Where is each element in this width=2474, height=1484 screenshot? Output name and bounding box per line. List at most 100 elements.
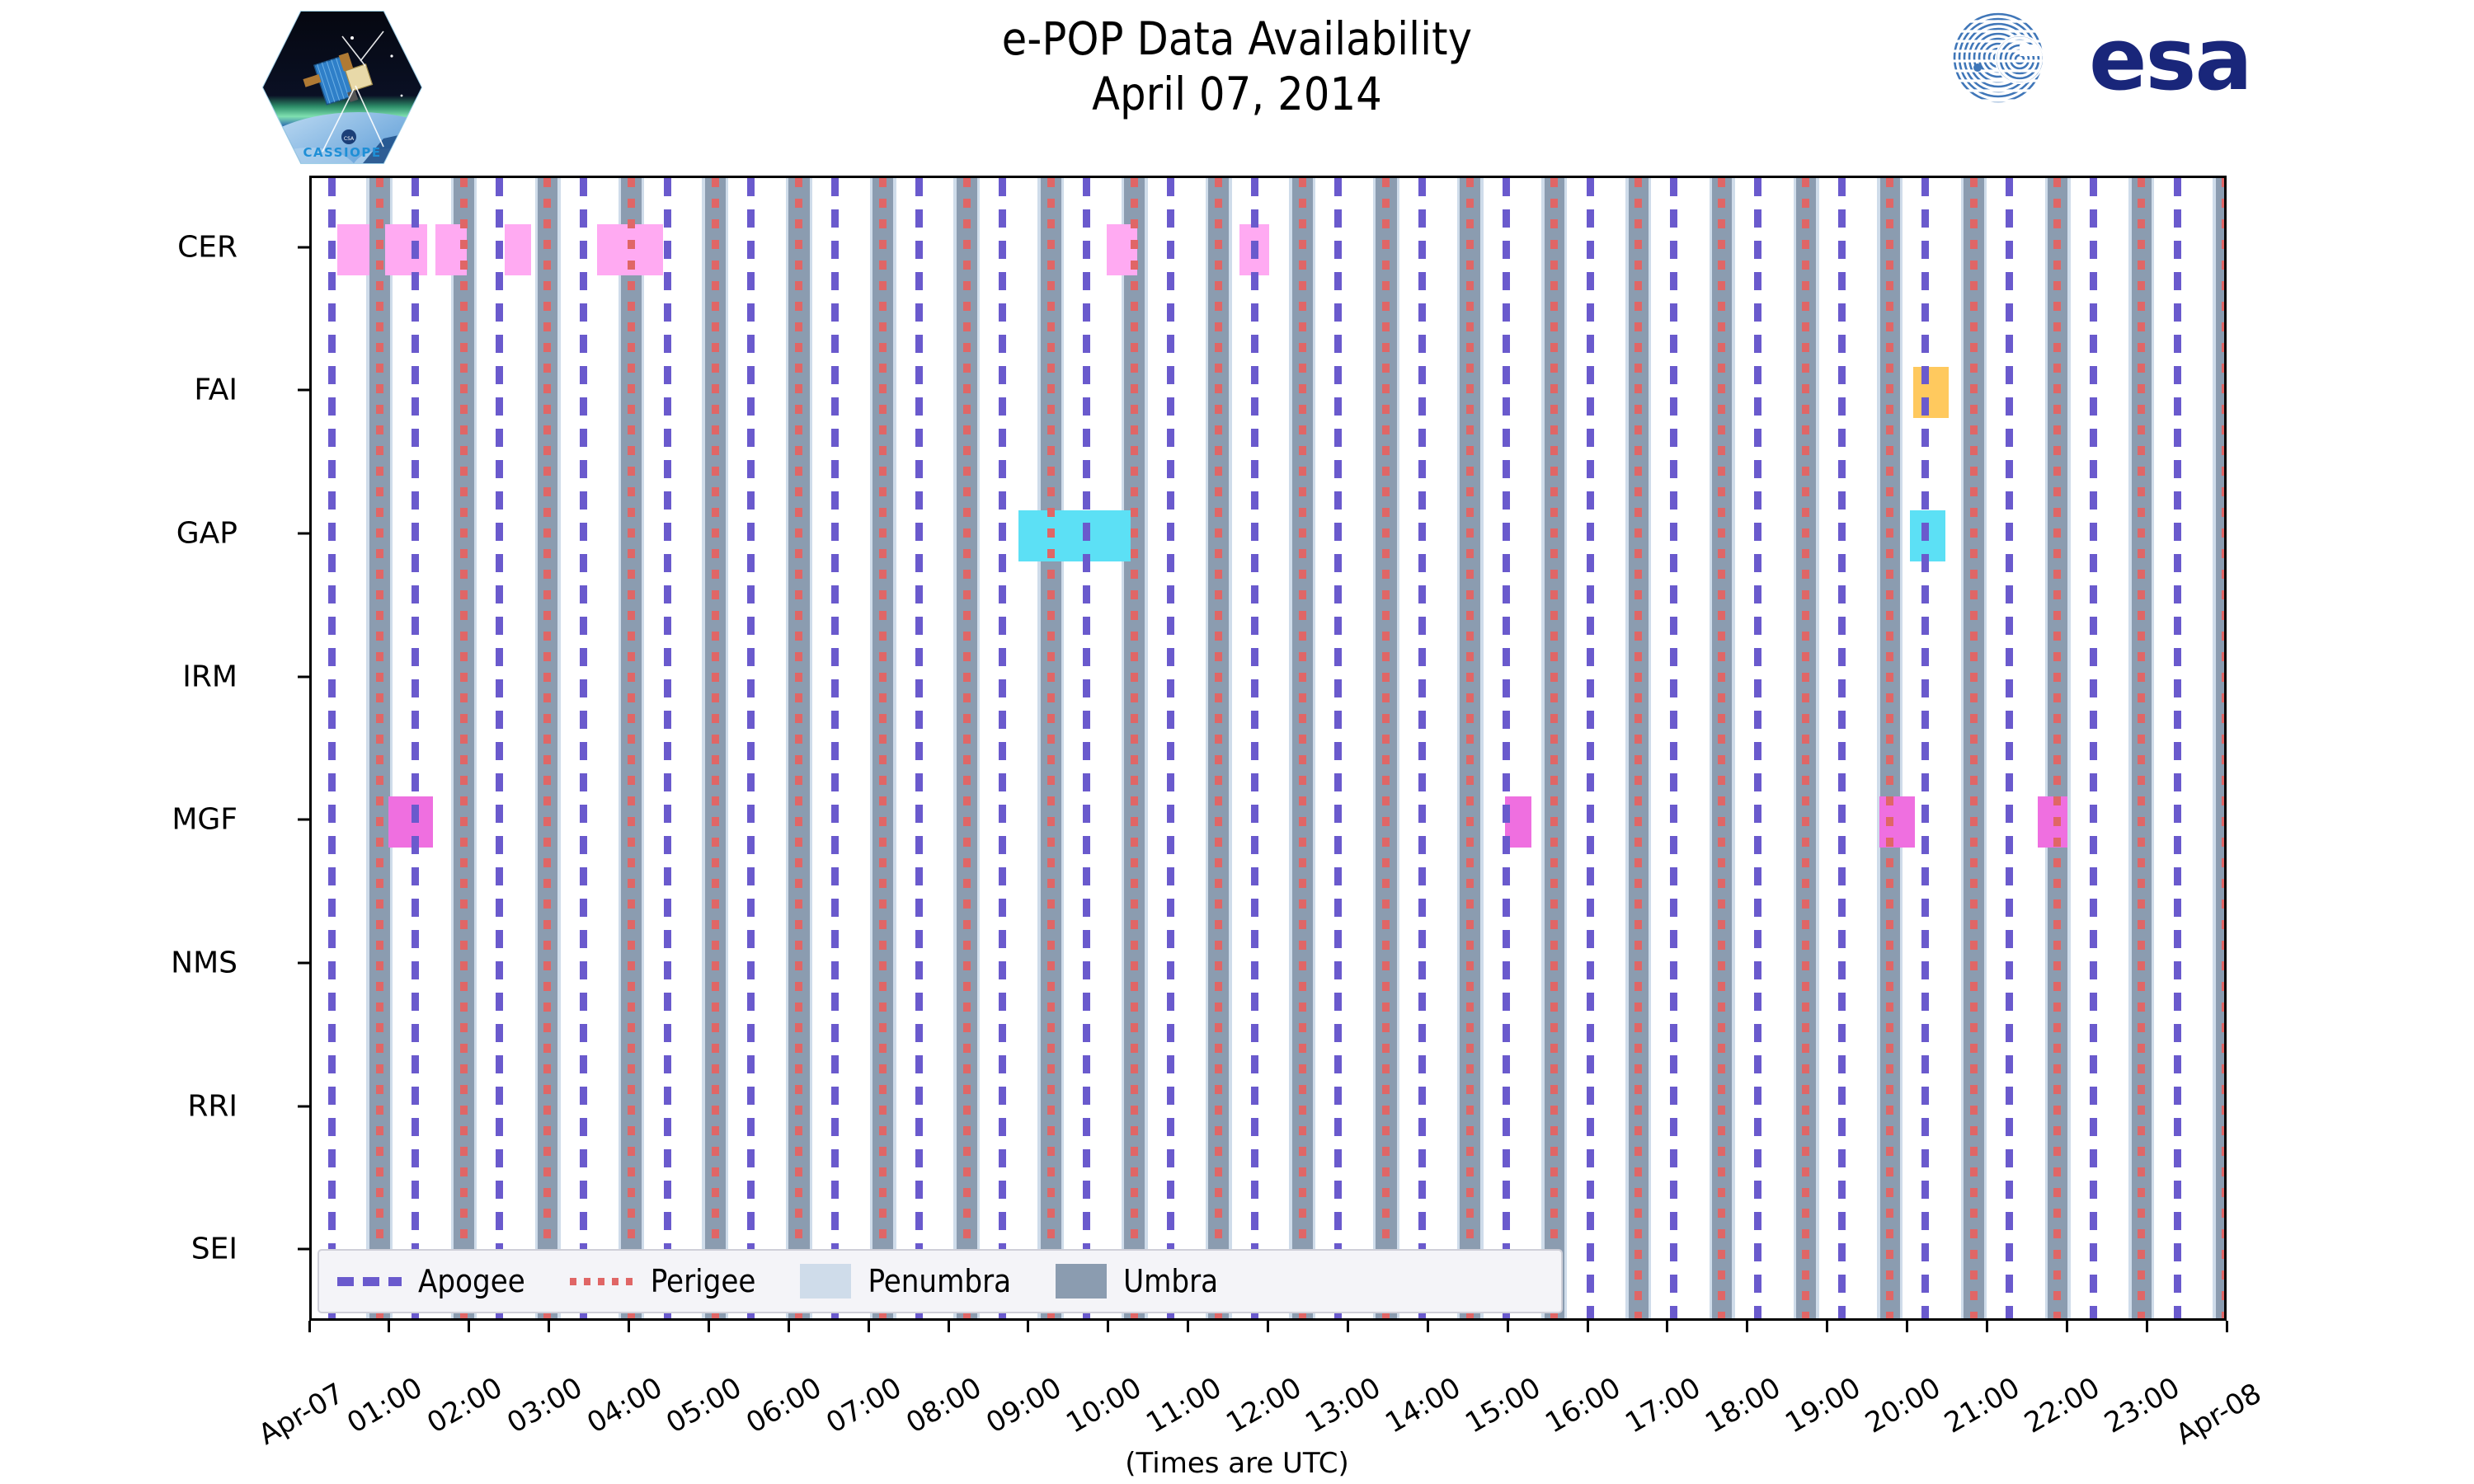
apogee-line bbox=[327, 178, 336, 1318]
x-tick-mark bbox=[1027, 1321, 1030, 1332]
x-tick-label-1900: 19:00 bbox=[1779, 1370, 1866, 1440]
x-tick-mark bbox=[628, 1321, 630, 1332]
apogee-line bbox=[1837, 178, 1846, 1318]
apogee-line bbox=[2089, 178, 2097, 1318]
y-tick-label-gap: GAP bbox=[176, 516, 238, 551]
legend-label-umbra: Umbra bbox=[1123, 1263, 1219, 1299]
apogee-line bbox=[1166, 178, 1174, 1318]
apogee-line bbox=[579, 178, 587, 1318]
apogee-line bbox=[1418, 178, 1427, 1318]
x-tick-mark bbox=[787, 1321, 790, 1332]
data-bar-mgf bbox=[1879, 796, 1916, 848]
umbra-patch-icon bbox=[1056, 1264, 1108, 1298]
x-tick-mark bbox=[1426, 1321, 1429, 1332]
perigee-line bbox=[795, 178, 803, 1318]
x-tick-label-1500: 15:00 bbox=[1460, 1370, 1547, 1440]
x-tick-label-0100: 01:00 bbox=[341, 1370, 429, 1440]
x-tick-label-2100: 21:00 bbox=[1939, 1370, 2026, 1440]
perigee-line bbox=[2053, 178, 2062, 1318]
x-tick-label-0500: 05:00 bbox=[661, 1370, 748, 1440]
x-tick-label-1300: 13:00 bbox=[1300, 1370, 1387, 1440]
x-tick-label-1700: 17:00 bbox=[1620, 1370, 1707, 1440]
y-tick-mark bbox=[298, 1247, 309, 1251]
apogee-line bbox=[1586, 178, 1594, 1318]
perigee-line bbox=[879, 178, 887, 1318]
x-tick-label-0900: 09:00 bbox=[981, 1370, 1068, 1440]
x-tick-label-0600: 06:00 bbox=[741, 1370, 828, 1440]
perigee-dotted-line-icon bbox=[569, 1277, 634, 1285]
apogee-line bbox=[663, 178, 671, 1318]
perigee-line bbox=[1047, 178, 1055, 1318]
perigee-line bbox=[1802, 178, 1810, 1318]
x-tick-mark bbox=[867, 1321, 870, 1332]
penumbra-patch-icon bbox=[800, 1264, 852, 1298]
x-tick-mark bbox=[2225, 1321, 2228, 1332]
apogee-line bbox=[1502, 178, 1510, 1318]
x-tick-mark bbox=[388, 1321, 391, 1332]
perigee-line bbox=[1131, 178, 1139, 1318]
y-tick-mark bbox=[298, 1105, 309, 1108]
x-tick-label-1600: 16:00 bbox=[1540, 1370, 1627, 1440]
x-tick-mark bbox=[1346, 1321, 1349, 1332]
y-tick-label-mgf: MGF bbox=[172, 802, 238, 837]
chart-canvas bbox=[312, 178, 2224, 1318]
x-tick-mark bbox=[2145, 1321, 2148, 1332]
perigee-line bbox=[375, 178, 383, 1318]
apogee-line bbox=[999, 178, 1007, 1318]
y-tick-label-sei: SEI bbox=[190, 1232, 238, 1266]
apogee-line bbox=[2006, 178, 2014, 1318]
data-bar-cer bbox=[337, 223, 369, 275]
x-tick-label-1000: 10:00 bbox=[1061, 1370, 1147, 1440]
perigee-line bbox=[1885, 178, 1893, 1318]
x-tick-label-2300: 23:00 bbox=[2099, 1370, 2186, 1440]
legend-entry-perigee: Perigee bbox=[569, 1263, 755, 1299]
x-tick-mark bbox=[1107, 1321, 1110, 1332]
perigee-line bbox=[1298, 178, 1306, 1318]
perigee-line bbox=[1382, 178, 1390, 1318]
apogee-line bbox=[915, 178, 923, 1318]
x-tick-mark bbox=[1267, 1321, 1269, 1332]
perigee-line bbox=[2137, 178, 2145, 1318]
x-tick-label-2200: 22:00 bbox=[2019, 1370, 2106, 1440]
x-tick-mark bbox=[1906, 1321, 1908, 1332]
x-tick-mark bbox=[1187, 1321, 1190, 1332]
x-tick-mark bbox=[707, 1321, 710, 1332]
y-tick-mark bbox=[298, 532, 309, 535]
apogee-line bbox=[1753, 178, 1761, 1318]
data-bar-gap bbox=[1018, 510, 1131, 562]
y-tick-label-cer: CER bbox=[177, 230, 238, 265]
x-tick-label-0300: 03:00 bbox=[501, 1370, 588, 1440]
chart-plot-area bbox=[309, 176, 2227, 1321]
perigee-line bbox=[1215, 178, 1223, 1318]
y-tick-label-rri: RRI bbox=[187, 1089, 238, 1124]
apogee-line bbox=[412, 178, 420, 1318]
apogee-line bbox=[1670, 178, 1678, 1318]
x-tick-label-0200: 02:00 bbox=[421, 1370, 508, 1440]
x-tick-label-1100: 11:00 bbox=[1140, 1370, 1227, 1440]
cassiope-logo-caption: CASSIOPE bbox=[303, 145, 381, 160]
x-tick-label-2000: 20:00 bbox=[1859, 1370, 1946, 1440]
x-tick-mark bbox=[1666, 1321, 1669, 1332]
data-bar-fai bbox=[1913, 367, 1949, 419]
apogee-line bbox=[747, 178, 755, 1318]
perigee-line bbox=[711, 178, 719, 1318]
perigee-line bbox=[1550, 178, 1558, 1318]
x-tick-label-apr-07: Apr-07 bbox=[252, 1377, 350, 1452]
apogee-line bbox=[1083, 178, 1091, 1318]
x-tick-mark bbox=[1826, 1321, 1829, 1332]
legend-entry-penumbra: Penumbra bbox=[800, 1263, 1011, 1299]
perigee-line bbox=[1969, 178, 1978, 1318]
perigee-line bbox=[2221, 178, 2224, 1318]
perigee-line bbox=[1718, 178, 1726, 1318]
x-axis-title: (Times are UTC) bbox=[1125, 1447, 1349, 1480]
x-tick-label-1200: 12:00 bbox=[1220, 1370, 1307, 1440]
y-tick-label-nms: NMS bbox=[171, 946, 238, 980]
x-tick-mark bbox=[1586, 1321, 1589, 1332]
y-tick-mark bbox=[298, 961, 309, 965]
x-tick-mark bbox=[308, 1321, 311, 1332]
y-tick-label-fai: FAI bbox=[194, 373, 238, 407]
perigee-line bbox=[459, 178, 468, 1318]
y-tick-mark bbox=[298, 675, 309, 679]
x-tick-label-0400: 04:00 bbox=[581, 1370, 668, 1440]
data-bar-cer bbox=[385, 223, 427, 275]
